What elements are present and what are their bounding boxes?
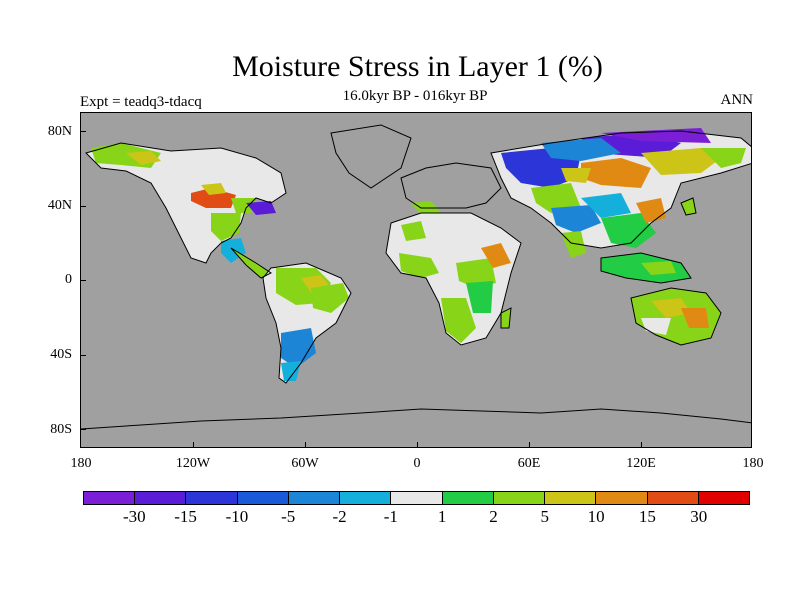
lat-tick bbox=[80, 355, 86, 356]
experiment-label: Expt = teadq3-tdacq bbox=[80, 94, 202, 110]
lon-tick bbox=[305, 442, 306, 448]
colorbar-label: 2 bbox=[489, 507, 498, 526]
land-fill bbox=[86, 125, 751, 383]
lat-tick bbox=[80, 429, 86, 430]
colorbar-cell bbox=[391, 492, 443, 504]
colorbar-cell bbox=[442, 492, 494, 504]
colorbar-cell bbox=[340, 492, 392, 504]
colorbar-label: 15 bbox=[638, 507, 656, 526]
colorbar-cell bbox=[596, 492, 648, 504]
colorbar-label: -2 bbox=[332, 507, 347, 526]
lon-label-120e: 120E bbox=[626, 456, 656, 471]
colorbar-cell bbox=[647, 492, 699, 504]
lon-tick bbox=[529, 442, 530, 448]
coastlines bbox=[81, 124, 751, 430]
lat-label-80n: 80N bbox=[47, 124, 72, 139]
chart-subtitle: 16.0kyr BP - 016kyr BP bbox=[342, 88, 488, 104]
colorbar-cell bbox=[545, 492, 597, 504]
lon-label-180e: 180 bbox=[742, 456, 764, 471]
colorbar-label: 5 bbox=[540, 507, 550, 526]
lon-tick bbox=[417, 442, 418, 448]
colorbar-cell bbox=[698, 492, 750, 504]
colorbar-label: -1 bbox=[383, 507, 398, 526]
lon-label-60w: 60W bbox=[291, 456, 319, 471]
lon-label-0: 0 bbox=[413, 456, 421, 471]
chart-title: Moisture Stress in Layer 1 (%) bbox=[232, 50, 603, 83]
colorbar-label: -10 bbox=[225, 507, 249, 526]
lon-tick bbox=[193, 442, 194, 448]
colorbar-cell bbox=[84, 492, 136, 504]
lat-label-40s: 40S bbox=[50, 347, 72, 362]
colorbar-cell bbox=[186, 492, 238, 504]
lat-label-80s: 80S bbox=[50, 422, 72, 437]
lon-label-120w: 120W bbox=[175, 456, 211, 471]
colorbar-cell bbox=[135, 492, 187, 504]
lat-label-0: 0 bbox=[65, 272, 72, 287]
colorbar-cell bbox=[237, 492, 289, 504]
lon-label-180w: 180 bbox=[70, 456, 92, 471]
season-label: ANN bbox=[720, 92, 754, 108]
colorbar-label: -30 bbox=[122, 507, 146, 526]
colorbar-cell bbox=[288, 492, 341, 504]
lon-label-60e: 60E bbox=[517, 456, 541, 471]
colorbar-label: -15 bbox=[174, 507, 197, 526]
colorbar-cell bbox=[493, 492, 546, 504]
lat-tick bbox=[80, 280, 86, 281]
colorbar-label: -5 bbox=[281, 507, 296, 526]
colorbar bbox=[83, 491, 750, 505]
lat-tick bbox=[80, 206, 86, 207]
world-map bbox=[81, 124, 751, 430]
map-plot-area bbox=[80, 112, 752, 448]
lat-label-40n: 40N bbox=[47, 198, 72, 213]
lon-tick bbox=[641, 442, 642, 448]
lat-tick bbox=[80, 131, 86, 132]
colorbar-label: 30 bbox=[690, 507, 708, 526]
colorbar-label: 1 bbox=[437, 507, 447, 526]
colorbar-label: 10 bbox=[587, 507, 605, 526]
